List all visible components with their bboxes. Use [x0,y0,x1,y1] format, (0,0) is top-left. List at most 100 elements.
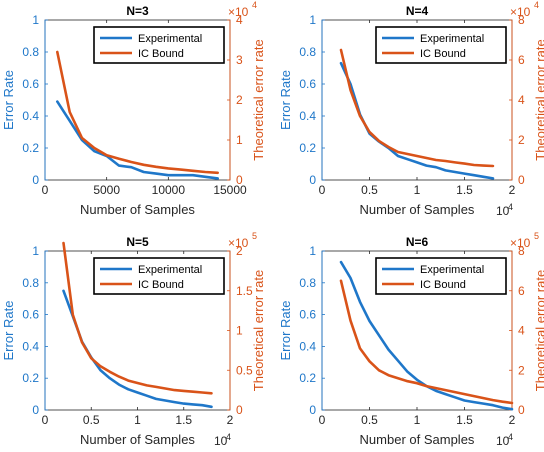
legend-label: Experimental [420,264,484,276]
x-axis-label: Number of Samples [360,202,475,217]
y-right-tick-label: 1 [236,324,243,338]
y-right-tick-label: 3 [236,53,243,67]
x-tick-label: 10000 [152,183,186,197]
y-right-exponent-base: ×10 [510,236,531,250]
y-left-tick-label: 0 [309,173,316,187]
x-tick-label: 1 [414,413,421,427]
y-right-tick-label: 2 [518,133,525,147]
y-left-tick-label: 0.8 [299,276,316,290]
y-left-tick-label: 0.4 [22,339,39,353]
y-right-axis-label: Theoretical error rate [533,39,544,160]
y-left-tick-label: 1 [32,13,39,27]
chart-title: N=6 [406,235,429,249]
y-right-tick-label: 6 [518,284,525,298]
x-tick-label: 0.5 [83,413,100,427]
legend-box [93,257,225,295]
legend: Experimental IC Bound [375,26,507,64]
y-right-exponent-power: 5 [252,231,257,241]
chart-title: N=4 [406,4,429,18]
legend: Experimental IC Bound [93,26,225,64]
y-right-tick-label: 6 [518,53,525,67]
y-left-tick-label: 0.6 [299,308,316,322]
x-exponent-base: 10 [214,434,228,448]
y-right-exponent-power: 4 [534,0,539,10]
y-left-tick-label: 0.4 [299,339,316,353]
x-axis-label: Number of Samples [360,432,475,447]
y-right-tick-label: 2 [518,363,525,377]
x-exponent-power: 4 [226,432,231,442]
y-left-tick-label: 1 [309,13,316,27]
y-left-tick-label: 0 [309,403,316,417]
x-tick-label: 0 [319,183,326,197]
x-axis-label: Number of Samples [80,202,195,217]
x-tick-label: 5000 [93,183,120,197]
legend-label: IC Bound [420,279,466,291]
y-right-tick-label: 4 [236,13,243,27]
y-left-tick-label: 0.6 [22,308,39,322]
y-right-axis-label: Theoretical error rate [251,270,266,391]
y-left-tick-label: 0.6 [299,77,316,91]
legend: Experimental IC Bound [93,257,225,295]
y-right-tick-label: 4 [518,93,525,107]
legend-label: Experimental [138,33,202,45]
x-tick-label: 15000 [213,183,247,197]
y-left-tick-label: 0.2 [299,371,316,385]
x-tick-label: 2 [227,413,234,427]
x-tick-label: 0 [319,413,326,427]
y-left-axis-label: Error Rate [278,301,293,361]
x-tick-label: 0.5 [361,413,378,427]
y-left-tick-label: 0.2 [22,371,39,385]
y-right-exponent-base: ×10 [228,5,249,19]
chart-title: N=5 [126,235,149,249]
y-left-tick-label: 0.8 [22,276,39,290]
y-left-tick-label: 1 [32,244,39,258]
x-exponent-power: 4 [508,202,513,212]
series-line-ic-bound [55,50,219,175]
y-left-tick-label: 0.8 [299,45,316,59]
y-left-tick-label: 0.2 [299,141,316,155]
x-axis-label: Number of Samples [80,432,195,447]
y-right-exponent-power: 4 [252,0,257,10]
x-tick-label: 1 [414,183,421,197]
y-right-tick-label: 4 [518,324,525,338]
x-tick-label: 0.5 [361,183,378,197]
chart-title: N=3 [126,4,149,18]
y-left-tick-label: 0.6 [22,77,39,91]
y-right-tick-label: 1.5 [236,284,253,298]
y-left-tick-label: 1 [309,244,316,258]
y-right-tick-label: 2 [236,93,243,107]
legend-box [93,26,225,64]
x-tick-label: 0 [42,413,49,427]
y-left-tick-label: 0 [32,173,39,187]
legend-label: Experimental [138,264,202,276]
x-tick-label: 2 [509,413,516,427]
y-left-axis-label: Error Rate [1,301,16,361]
legend: Experimental IC Bound [375,257,507,295]
y-right-exponent-base: ×10 [228,236,249,250]
y-right-tick-label: 1 [236,133,243,147]
y-left-tick-label: 0.2 [22,141,39,155]
x-tick-label: 2 [509,183,516,197]
legend-box [375,26,507,64]
legend-label: Experimental [420,33,484,45]
y-right-axis-label: Theoretical error rate [251,39,266,160]
series-line-experimental [55,100,219,180]
legend-label: IC Bound [138,279,184,291]
legend-label: IC Bound [420,48,466,60]
y-right-tick-label: 2 [236,244,243,258]
legend-label: IC Bound [138,48,184,60]
y-right-tick-label: 8 [518,13,525,27]
y-right-exponent-base: ×10 [510,5,531,19]
y-left-tick-label: 0 [32,403,39,417]
y-left-tick-label: 0.8 [22,45,39,59]
y-left-tick-label: 0.4 [299,109,316,123]
y-right-tick-label: 0 [236,173,243,187]
y-right-tick-label: 0 [518,403,525,417]
legend-box [375,257,507,295]
y-left-axis-label: Error Rate [278,70,293,130]
x-tick-label: 0 [42,183,49,197]
